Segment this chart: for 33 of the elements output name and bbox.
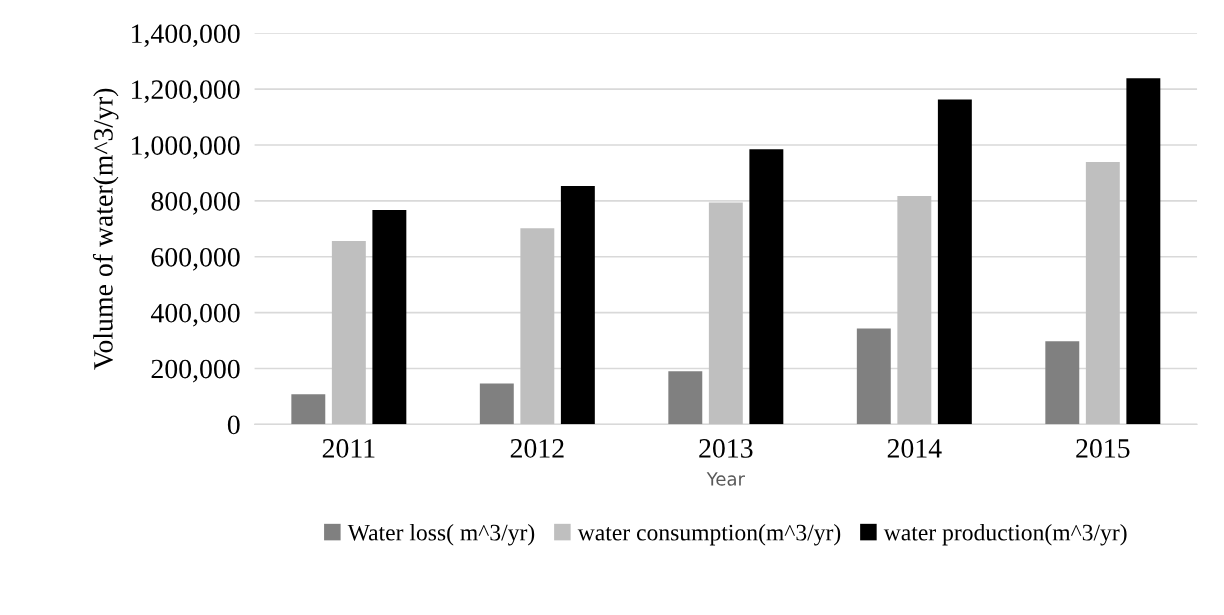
bar [668, 371, 703, 425]
bar [749, 149, 784, 425]
bar [520, 228, 555, 425]
legend-label: water consumption(m^3/yr) [577, 523, 841, 546]
x-tick-label: 2013 [699, 439, 753, 458]
y-tick-label: 1,200,000 [132, 80, 240, 103]
bar [479, 383, 514, 425]
legend-label: water production(m^3/yr) [883, 523, 1127, 546]
bar [331, 241, 366, 425]
y-tick-label: 200,000 [151, 359, 240, 383]
bar [291, 394, 326, 425]
x-tick-label: 2012 [510, 439, 564, 458]
x-tick-label: 2015 [1076, 439, 1130, 458]
y-tick-label: 0 [227, 415, 240, 435]
y-tick-label: 600,000 [151, 247, 240, 271]
bar [897, 196, 932, 425]
legend-label: Water loss( m^3/yr) [347, 523, 535, 546]
y-tick-label: 400,000 [150, 303, 240, 327]
y-tick-label: 1,400,000 [132, 24, 240, 48]
y-tick-label: 1,000,000 [132, 136, 240, 159]
bar [1126, 78, 1161, 425]
x-axis-title: Year [706, 472, 745, 486]
bar [560, 186, 595, 425]
bar [937, 99, 972, 425]
x-tick-label: 2014 [887, 439, 942, 458]
bar [372, 210, 407, 425]
bar [708, 202, 743, 425]
bar [856, 328, 891, 425]
y-axis-title: Volume of water(m^3/yr) [92, 88, 119, 370]
bar [1085, 162, 1120, 425]
y-tick-label: 800,000 [151, 192, 240, 215]
x-tick-label: 2011 [322, 439, 375, 458]
bar [1045, 341, 1080, 425]
